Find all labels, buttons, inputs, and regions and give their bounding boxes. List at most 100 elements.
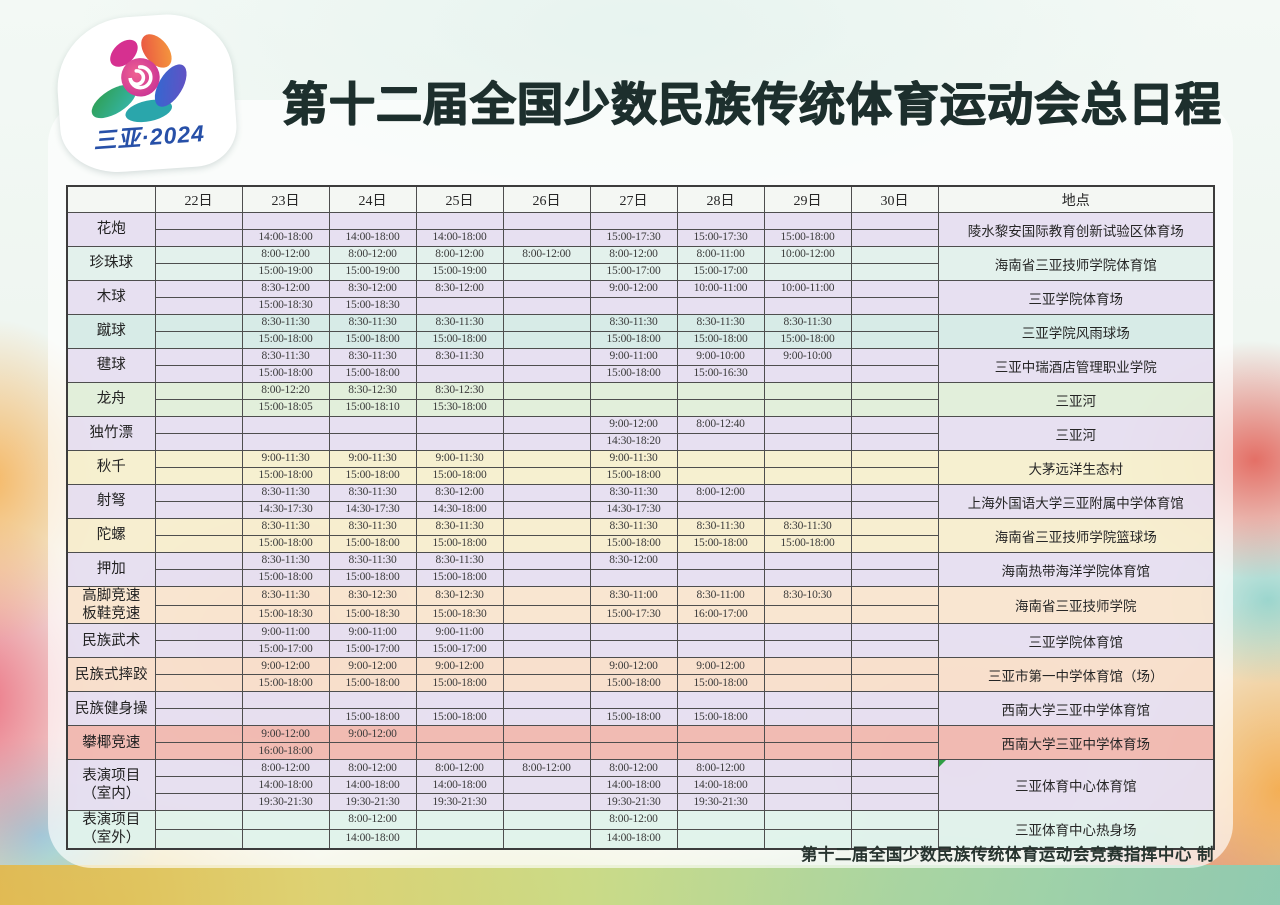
schedule-row: 15:00-18:00 15:00-18:00 15:00-18:00 15:00-1…	[67, 674, 1214, 693]
empty-cell	[502, 314, 591, 332]
schedule-row: 蹴球 8:30-11:30 8:30-11:30 8:30-11:30 8:30-11:…	[66, 314, 1215, 349]
time-cell: 8:30-11:30	[241, 586, 330, 606]
empty-cell	[502, 382, 591, 400]
empty-cell	[154, 399, 243, 417]
location-cell: 三亚体育中心热身场	[937, 810, 1215, 849]
schedule-row: 陀螺 8:30-11:30 8:30-11:30 8:30-11:30 8:30-11:…	[66, 518, 1215, 553]
empty-cell	[850, 365, 939, 383]
schedule-row: 押加 8:30-11:30 8:30-11:30 8:30-11:30 8:30-12:…	[66, 552, 1215, 587]
background-art-bottom-strip	[0, 865, 1280, 905]
empty-cell	[763, 382, 852, 400]
schedule-row: 射弩 8:30-11:30 8:30-11:30 8:30-12:00 8:30-11:…	[66, 484, 1215, 519]
time-cell: 15:00-18:00	[763, 229, 852, 247]
empty-cell	[676, 742, 765, 761]
location-cell: 海南省三亚技师学院体育馆	[937, 246, 1215, 281]
schedule-row: 民族武术 9:00-11:00 9:00-11:00 9:00-11:00 三亚学院体育…	[66, 623, 1215, 659]
sport-name: 花炮	[66, 212, 156, 247]
time-cell: 8:30-12:00	[589, 552, 678, 570]
sport-name: 民族武术	[66, 623, 156, 659]
time-cell: 15:00-18:00	[241, 365, 330, 383]
empty-cell	[763, 484, 852, 502]
empty-cell	[850, 674, 939, 693]
empty-cell	[328, 691, 417, 710]
time-cell: 8:30-12:00	[415, 484, 504, 502]
schedule-table: 22日 23日 24日 25日 26日 27日 28日 29日 30日 地点 花炮 陵水黎安国际教育…	[66, 185, 1215, 850]
time-cell: 8:30-11:30	[415, 314, 504, 332]
empty-cell	[502, 725, 591, 744]
empty-cell	[502, 501, 591, 519]
empty-cell	[589, 382, 678, 400]
empty-cell	[502, 708, 591, 727]
empty-cell	[154, 280, 243, 298]
time-cell: 15:00-17:00	[328, 640, 417, 659]
time-cell: 8:30-11:30	[676, 314, 765, 332]
schedule-row: 15:00-18:00 15:00-18:00 15:00-18:00 15:00-1…	[67, 708, 1214, 727]
sport-name: 龙舟	[66, 382, 156, 417]
schedule-row: 珍珠球 8:00-12:00 8:00-12:00 8:00-12:00 8:00-12…	[66, 246, 1215, 281]
empty-cell	[328, 212, 417, 230]
time-cell: 9:00-10:00	[676, 348, 765, 366]
time-cell: 8:30-11:30	[763, 314, 852, 332]
time-cell: 8:30-11:30	[328, 348, 417, 366]
day-header: 27日	[589, 185, 678, 213]
sport-name: 押加	[66, 552, 156, 587]
time-cell: 15:00-18:00	[241, 569, 330, 587]
empty-cell	[850, 331, 939, 349]
location-cell: 三亚市第一中学体育馆（场）	[937, 657, 1215, 693]
time-cell: 8:30-11:30	[241, 484, 330, 502]
empty-cell	[763, 623, 852, 642]
empty-cell	[763, 828, 852, 850]
empty-cell	[850, 229, 939, 247]
logo-flower-icon	[91, 34, 187, 123]
empty-cell	[850, 314, 939, 332]
empty-cell	[676, 569, 765, 587]
time-cell: 9:00-12:00	[589, 657, 678, 676]
empty-cell	[154, 569, 243, 587]
header-row: 22日 23日 24日 25日 26日 27日 28日 29日 30日 地点	[66, 185, 1215, 213]
time-cell: 14:00-18:00	[328, 776, 417, 795]
time-cell: 8:30-11:30	[589, 314, 678, 332]
empty-cell	[415, 828, 504, 850]
empty-cell	[328, 742, 417, 761]
schedule-row: 独竹漂 9:00-12:00 8:00-12:40 三亚河	[66, 416, 1215, 451]
time-cell: 8:00-12:00	[415, 759, 504, 778]
time-cell: 8:30-11:30	[328, 552, 417, 570]
time-cell: 9:00-12:00	[589, 280, 678, 298]
empty-cell	[154, 314, 243, 332]
time-cell: 8:30-12:30	[415, 382, 504, 400]
empty-cell	[676, 552, 765, 570]
time-cell: 9:00-11:30	[589, 450, 678, 468]
empty-cell	[850, 759, 939, 778]
empty-cell	[850, 467, 939, 485]
time-cell: 15:00-18:00	[763, 331, 852, 349]
empty-cell	[850, 604, 939, 625]
time-cell: 8:30-11:30	[241, 348, 330, 366]
time-cell: 9:00-12:00	[676, 657, 765, 676]
time-cell: 15:00-18:00	[676, 331, 765, 349]
empty-cell	[502, 467, 591, 485]
empty-cell	[154, 331, 243, 349]
empty-cell	[154, 246, 243, 264]
time-cell: 15:00-18:00	[328, 569, 417, 587]
time-cell: 9:00-12:00	[415, 657, 504, 676]
empty-cell	[154, 810, 243, 830]
day-header: 26日	[502, 185, 591, 213]
empty-cell	[502, 518, 591, 536]
time-cell: 8:30-11:30	[589, 518, 678, 536]
empty-cell	[154, 212, 243, 230]
time-cell: 8:30-11:30	[415, 518, 504, 536]
empty-cell	[154, 742, 243, 761]
time-cell: 19:30-21:30	[589, 793, 678, 812]
empty-cell	[763, 433, 852, 451]
time-cell: 9:00-11:30	[328, 450, 417, 468]
time-cell: 8:00-12:00	[676, 484, 765, 502]
schedule-row: 14:00-18:00 14:00-18:00 14:00-18:00 14:00-1…	[67, 776, 1214, 795]
location-cell: 海南热带海洋学院体育馆	[937, 552, 1215, 587]
empty-cell	[502, 776, 591, 795]
time-cell: 15:00-18:30	[328, 297, 417, 315]
sport-name: 表演项目 （室内）	[66, 759, 156, 812]
empty-cell	[850, 691, 939, 710]
empty-cell	[850, 416, 939, 434]
sport-name: 秋千	[66, 450, 156, 485]
empty-cell	[763, 467, 852, 485]
